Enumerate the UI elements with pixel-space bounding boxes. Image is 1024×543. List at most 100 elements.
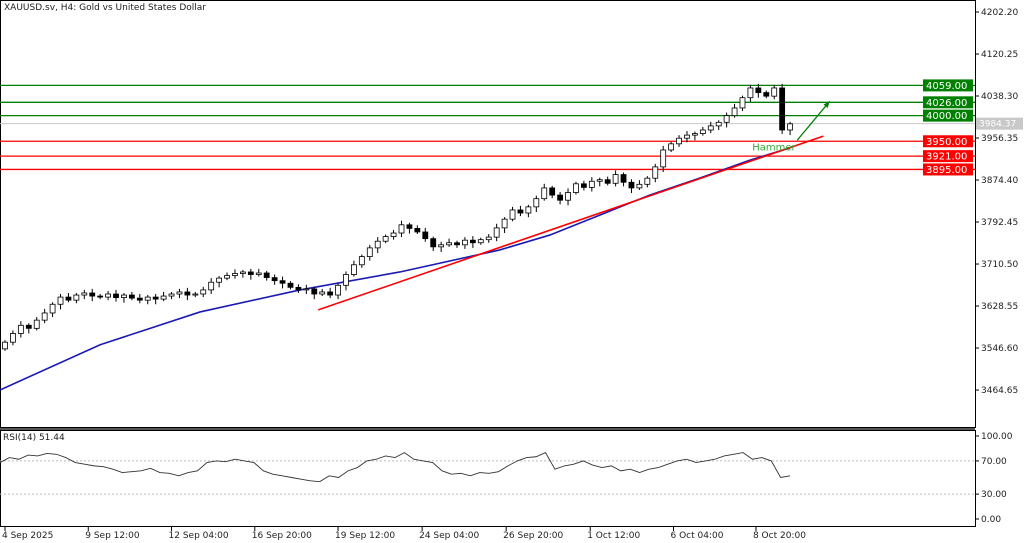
bear-candle-body	[263, 272, 270, 279]
bull-candle-body	[232, 273, 238, 276]
bull-candle-body	[723, 115, 730, 123]
forecast-arrow	[796, 100, 831, 141]
bull-candle-body	[692, 133, 698, 136]
bull-candle-body	[192, 293, 199, 296]
hammer-annotation: Hammer	[752, 142, 796, 153]
candle	[81, 289, 88, 300]
moving-average-line	[0, 147, 791, 391]
bull-candle-body	[382, 236, 389, 242]
bull-candle-body	[446, 242, 452, 246]
candle	[525, 204, 532, 218]
candle	[707, 121, 714, 134]
bull-candle-body	[33, 319, 40, 329]
candle	[517, 205, 524, 217]
candle	[612, 170, 619, 187]
bull-candle-body	[208, 281, 215, 291]
candle	[557, 192, 563, 205]
bull-candle-body	[81, 292, 88, 296]
support-level-badge	[923, 163, 973, 176]
price-tick-label: 3628.55	[981, 302, 1018, 312]
candle	[358, 254, 365, 268]
bear-candle-body	[247, 271, 254, 275]
candle	[382, 234, 389, 244]
bull-candle-body	[509, 209, 516, 220]
time-tick-label: 4 Sep 2025	[2, 531, 53, 541]
candle	[271, 274, 278, 285]
candle	[208, 278, 215, 295]
candle	[41, 308, 48, 324]
candle	[684, 131, 690, 143]
bull-candle-body	[644, 177, 651, 185]
candle	[247, 268, 254, 280]
bull-candle-body	[319, 291, 326, 295]
candle	[319, 288, 326, 297]
bear-candle-body	[549, 187, 556, 196]
price-tick-label: 3956.35	[981, 134, 1018, 144]
bull-candle-body	[668, 143, 675, 151]
bear-candle-body	[517, 209, 524, 214]
candle	[351, 260, 357, 277]
bull-candle-body	[787, 123, 793, 131]
candle	[644, 176, 651, 188]
bear-candle-body	[152, 296, 159, 300]
bear-candle-body	[628, 181, 635, 189]
candle	[462, 237, 468, 249]
bull-candle-body	[168, 293, 175, 297]
bull-candle-body	[144, 296, 151, 301]
candle	[152, 294, 159, 305]
price-tick-label: 4038.30	[981, 92, 1018, 102]
bull-candle-body	[676, 137, 682, 145]
bull-candle-body	[105, 293, 111, 298]
candle	[509, 206, 516, 222]
candle	[89, 288, 96, 302]
bull-candle-body	[573, 183, 579, 193]
rsi-tick-label: 100.00	[981, 432, 1013, 442]
candle	[176, 288, 183, 299]
bear-candle-body	[311, 288, 318, 295]
candle	[541, 183, 548, 201]
bull-candle-body	[2, 341, 8, 350]
bull-candle-body	[707, 125, 714, 131]
candle	[327, 287, 334, 299]
bear-candle-body	[271, 277, 278, 282]
candle	[49, 302, 56, 318]
candle	[105, 290, 111, 301]
bull-candle-body	[501, 218, 508, 229]
bull-candle-body	[366, 247, 373, 257]
candle	[763, 90, 770, 99]
bear-candle-body	[65, 296, 72, 301]
bull-candle-body	[525, 206, 532, 214]
main-pane-frame	[0, 0, 976, 428]
bull-candle-body	[57, 296, 64, 305]
price-tick-label: 3710.50	[981, 260, 1018, 270]
bull-candle-body	[596, 179, 603, 182]
bear-candle-body	[779, 87, 786, 131]
time-tick-label: 26 Sep 20:00	[503, 531, 563, 541]
bull-candle-body	[216, 277, 223, 283]
bear-candle-body	[406, 224, 413, 229]
bear-candle-body	[89, 292, 96, 297]
support-level-label: 3950.00	[926, 137, 967, 148]
price-tick-label: 3546.60	[981, 344, 1018, 354]
candle	[97, 294, 104, 300]
candle	[620, 172, 627, 187]
candle	[422, 227, 429, 242]
candle	[216, 276, 223, 288]
candle	[446, 238, 452, 247]
bull-candle-body	[541, 187, 548, 200]
candle	[17, 321, 24, 338]
time-tick-label: 16 Sep 20:00	[252, 531, 312, 541]
bull-candle-body	[533, 198, 540, 208]
bull-candle-body	[73, 294, 80, 301]
bull-candle-body	[652, 166, 659, 179]
candle	[398, 220, 405, 238]
candle	[65, 292, 72, 303]
candle	[565, 188, 571, 206]
support-level-label: 3895.00	[926, 165, 967, 176]
candle	[739, 95, 746, 112]
candle	[406, 222, 413, 234]
bull-candle-body	[121, 294, 127, 298]
bull-candle-body	[636, 183, 643, 189]
bear-candle-body	[580, 183, 587, 188]
